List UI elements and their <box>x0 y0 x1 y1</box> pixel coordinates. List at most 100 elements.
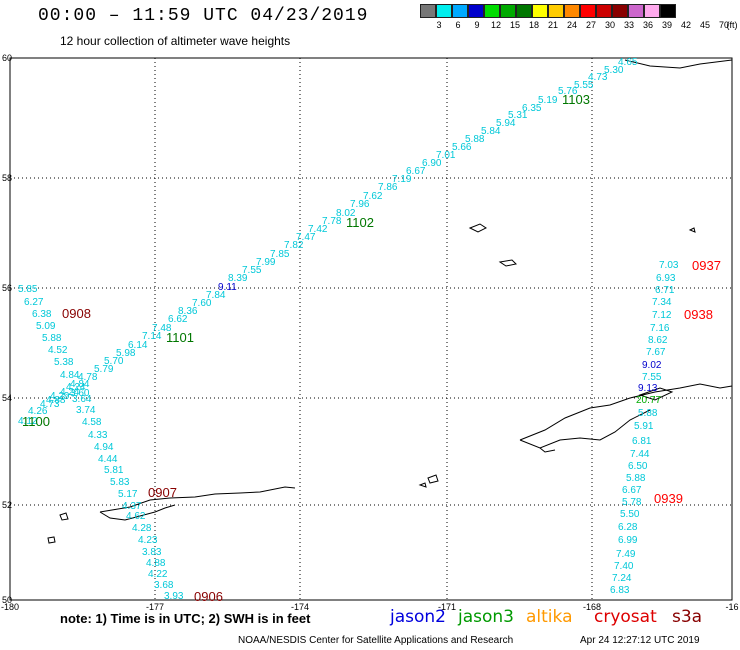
coastline-path <box>638 387 674 401</box>
wave-height-label: 5.88 <box>626 473 646 484</box>
wave-height-label: 7.67 <box>646 347 666 358</box>
legend-tick-label: 24 <box>566 20 578 30</box>
pass-time-label: 0908 <box>62 306 91 321</box>
coastline-path <box>498 259 518 267</box>
wave-height-label: 4.28 <box>132 523 152 534</box>
legend-tick-label: 3 <box>436 20 442 30</box>
wave-height-label: 3.68 <box>154 580 174 591</box>
lon-tick-label: -177 <box>146 602 164 612</box>
legend-tick-label: 9 <box>474 20 480 30</box>
wave-height-label: 4.58 <box>82 417 102 428</box>
wave-height-label: 4.88 <box>46 395 66 406</box>
wave-height-label: 5.09 <box>36 321 56 332</box>
wave-height-label: 7.86 <box>378 182 398 193</box>
legend-swatch <box>548 4 564 18</box>
wave-height-label: 4.29 <box>50 391 70 402</box>
wave-height-label: 4.26 <box>28 406 48 417</box>
wave-height-label: 4.88 <box>146 558 166 569</box>
wave-height-label: 3.74 <box>76 405 96 416</box>
legend-swatch <box>580 4 596 18</box>
legend-tick-label: 42 <box>680 20 692 30</box>
wave-height-label: 7.34 <box>652 297 672 308</box>
wave-height-label: 5.88 <box>638 408 658 419</box>
coastline-path <box>519 383 733 441</box>
coastline-path <box>468 223 487 233</box>
wave-height-label: 7.82 <box>284 240 304 251</box>
satellite-jason2: jason2 <box>390 607 446 627</box>
wave-height-label: 6.83 <box>610 585 630 596</box>
wave-height-label: 5.30 <box>604 65 624 76</box>
wave-height-label: 5.55 <box>574 80 594 91</box>
wave-height-label: 4.23 <box>138 535 158 546</box>
legend-swatch <box>420 4 436 18</box>
coastline-path <box>99 504 176 521</box>
pass-time-label: 0906 <box>194 589 223 604</box>
wave-height-label: 3.64 <box>72 394 92 405</box>
wave-height-label: 4.84 <box>60 370 80 381</box>
pass-time-label: 0907 <box>148 485 177 500</box>
wave-height-label: 6.62 <box>168 314 188 325</box>
wave-height-label: 6.28 <box>618 522 638 533</box>
wave-height-label: 7.14 <box>142 331 162 342</box>
pass-time-label: 1103 <box>562 92 590 107</box>
wave-height-label: 6.27 <box>24 297 44 308</box>
wave-height-label: 7.49 <box>616 549 636 560</box>
wave-height-label: 4.44 <box>98 454 118 465</box>
coastline-path <box>539 447 556 453</box>
coastline-path <box>418 482 427 488</box>
legend-tick-label: 15 <box>509 20 521 30</box>
wave-height-label: 6.71 <box>655 285 675 296</box>
lat-tick-label: 50 <box>2 595 12 605</box>
legend-tick-label: 36 <box>642 20 654 30</box>
wave-height-label: 4.24 <box>66 382 86 393</box>
wave-height-label: 7.01 <box>436 150 456 161</box>
wave-height-label: 8.62 <box>648 335 668 346</box>
wave-height-label: 7.96 <box>350 199 370 210</box>
wave-height-label: 7.16 <box>650 323 670 334</box>
legend-swatch <box>436 4 452 18</box>
wave-height-label: 5.88 <box>465 134 485 145</box>
pass-time-label: 1101 <box>166 330 194 345</box>
lon-tick-label: -180 <box>1 602 19 612</box>
wave-height-label: 6.35 <box>522 103 542 114</box>
wave-height-label: 7.44 <box>630 449 650 460</box>
legend-tick-label: 6 <box>455 20 461 30</box>
coastline-path <box>427 474 439 484</box>
coastline-path <box>59 512 69 521</box>
wave-height-label: 4.94 <box>94 442 114 453</box>
wave-height-label: 7.55 <box>242 265 262 276</box>
footer-timestamp: Apr 24 12:27:12 UTC 2019 <box>580 635 700 646</box>
wave-height-label: 5.31 <box>508 110 528 121</box>
wave-height-label: 5.79 <box>94 364 114 375</box>
wave-height-label: 3.93 <box>164 591 184 602</box>
pass-time-label: 0939 <box>654 491 683 506</box>
wave-height-label: 5.17 <box>118 489 138 500</box>
satellite-altika: altika <box>526 607 573 627</box>
legend-swatch <box>612 4 628 18</box>
wave-height-label: 20.77 <box>636 395 661 406</box>
wave-height-label: 5.85 <box>18 284 38 295</box>
lat-tick-label: 56 <box>2 283 12 293</box>
wave-height-label: 5.83 <box>110 477 130 488</box>
wave-height-label: 7.48 <box>152 323 172 334</box>
wave-height-label: 7.40 <box>614 561 634 572</box>
wave-height-label: 4.52 <box>48 345 68 356</box>
satellite-jason3: jason3 <box>458 607 514 627</box>
wave-height-label: 4.78 <box>78 372 98 383</box>
wave-height-label: 5.81 <box>104 465 124 476</box>
legend-swatch <box>468 4 484 18</box>
legend-swatch <box>660 4 676 18</box>
wave-height-label: 5.94 <box>496 118 516 129</box>
legend-swatch <box>644 4 660 18</box>
wave-height-label: 7.42 <box>308 224 328 235</box>
wave-height-label: 4.84 <box>70 379 90 390</box>
legend-tick-label: 30 <box>604 20 616 30</box>
wave-height-label: 4.73 <box>40 399 60 410</box>
wave-height-label: 5.70 <box>104 356 124 367</box>
wave-height-label: 7.55 <box>642 372 662 383</box>
wave-height-label: 7.62 <box>363 191 383 202</box>
legend-swatches <box>420 4 676 18</box>
wave-height-label: 5.91 <box>634 421 654 432</box>
wave-height-label: 7.85 <box>270 249 290 260</box>
